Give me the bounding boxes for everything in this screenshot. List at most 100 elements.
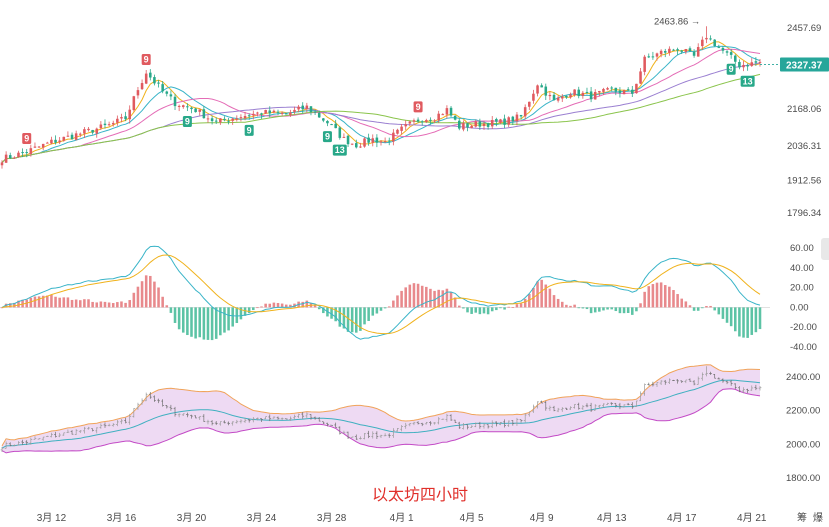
macd-histogram-bar (659, 282, 663, 308)
candle-body (429, 119, 432, 121)
macd-histogram-bar (231, 307, 234, 327)
macd-histogram-bar (701, 307, 704, 309)
x-tick-label: 3月 28 (317, 512, 347, 524)
candle-body (701, 39, 704, 47)
macd-histogram-bar (729, 307, 733, 327)
last-price-label: 2327.37 (786, 60, 823, 71)
price-tick-label: 2457.69 (787, 23, 821, 34)
candle-body (231, 118, 234, 121)
macd-histogram-bar (54, 296, 57, 308)
candle-body (540, 85, 543, 88)
candle-body (412, 120, 416, 122)
td-count-marker (322, 131, 332, 143)
macd-histogram-bar (37, 296, 41, 308)
candle-body (120, 117, 123, 119)
macd-histogram-bar (252, 307, 255, 311)
macd-histogram-bar (83, 299, 86, 308)
price-panel: 2457.69 2168.06 2036.31 1912.56 1796.34 9 9 9 9 9… (0, 16, 829, 219)
bollinger-line (1, 364, 761, 447)
macd-histogram-bar (371, 307, 375, 316)
candle-body (688, 48, 692, 52)
candle-body (445, 108, 449, 115)
x-tick-label: 4月 5 (460, 512, 484, 524)
macd-histogram-bar (631, 307, 634, 315)
candle-body (13, 157, 16, 159)
macd-histogram-bar (610, 307, 613, 310)
x-tick-label: 3月 12 (37, 512, 67, 524)
candle-body (181, 105, 185, 108)
candle-body (214, 120, 218, 122)
macd-histogram-bar (334, 307, 337, 322)
macd-histogram-bar (396, 295, 399, 308)
candle-body (490, 120, 494, 127)
candle-body (453, 115, 457, 120)
macd-histogram-bar (70, 299, 74, 308)
macd-histogram-bar (684, 301, 688, 308)
candle-body (66, 135, 70, 137)
macd-histogram-bar (66, 297, 70, 308)
macd-histogram-bar (688, 305, 692, 308)
candle-body (194, 108, 197, 113)
candle-body (754, 61, 758, 63)
macd-histogram-bar (29, 297, 33, 308)
macd-line (1, 245, 761, 340)
macd-histogram-bar (462, 307, 465, 309)
macd-histogram-bar (363, 307, 366, 325)
macd-histogram-bar (177, 307, 181, 330)
candle-body (173, 96, 177, 107)
price-tick-label: 2036.31 (787, 141, 821, 152)
candle-body (598, 91, 601, 93)
candle-body (247, 115, 251, 117)
candle-body (556, 97, 560, 101)
macd-histogram-bar (0, 307, 4, 309)
macd-histogram-bar (194, 307, 197, 339)
candle-body (746, 65, 749, 67)
candle-body (186, 106, 189, 108)
macd-histogram-bar (149, 275, 152, 308)
candle-body (560, 96, 564, 99)
macd-histogram-bar (453, 297, 457, 308)
macd-histogram-bar (239, 307, 243, 320)
candle-body (371, 138, 375, 143)
candle-body (474, 121, 478, 127)
macd-panel: 60.00 40.00 20.00 0.00 -20.00 -40.00 (0, 243, 817, 353)
candle-body (210, 118, 214, 122)
candle-body (425, 120, 428, 122)
td-count-label: 9 (416, 102, 421, 112)
x-tick-label: 4月 17 (667, 512, 697, 524)
macd-histogram-bar (132, 292, 136, 308)
x-tick-label: 4月 9 (530, 512, 554, 524)
candle-body (470, 125, 473, 128)
candle-body (153, 77, 156, 84)
candle-body (50, 139, 53, 144)
price-tick-label: 1912.56 (787, 175, 821, 186)
macd-histogram-bar (289, 304, 292, 308)
candle-body (297, 106, 300, 110)
candle-body (379, 141, 383, 143)
macd-histogram-bar (548, 288, 552, 308)
candle-body (99, 124, 103, 129)
td-count-label: 9 (247, 125, 252, 135)
candle-body (734, 55, 737, 62)
candle-body (729, 52, 733, 55)
candle-body (396, 129, 399, 134)
macd-histogram-bar (705, 305, 708, 308)
td-count-label: 9 (729, 64, 734, 74)
macd-histogram-bar (540, 279, 543, 308)
macd-histogram-bar (725, 307, 729, 323)
macd-tick-label: 40.00 (790, 263, 814, 274)
macd-histogram-bar (210, 307, 214, 341)
macd-histogram-bar (437, 289, 440, 308)
macd-histogram-bar (560, 301, 564, 308)
macd-histogram-bar (569, 305, 572, 308)
macd-tick-label: 60.00 (790, 243, 814, 254)
candle-body (441, 114, 445, 116)
macd-histogram-bar (33, 296, 37, 308)
panel-resize-handle[interactable] (821, 238, 829, 260)
macd-histogram-bar (750, 307, 754, 335)
candle-body (276, 111, 280, 113)
macd-histogram-bar (379, 307, 383, 311)
macd-histogram-bar (227, 307, 230, 331)
candle-body (37, 146, 41, 148)
macd-histogram-bar (676, 294, 679, 308)
